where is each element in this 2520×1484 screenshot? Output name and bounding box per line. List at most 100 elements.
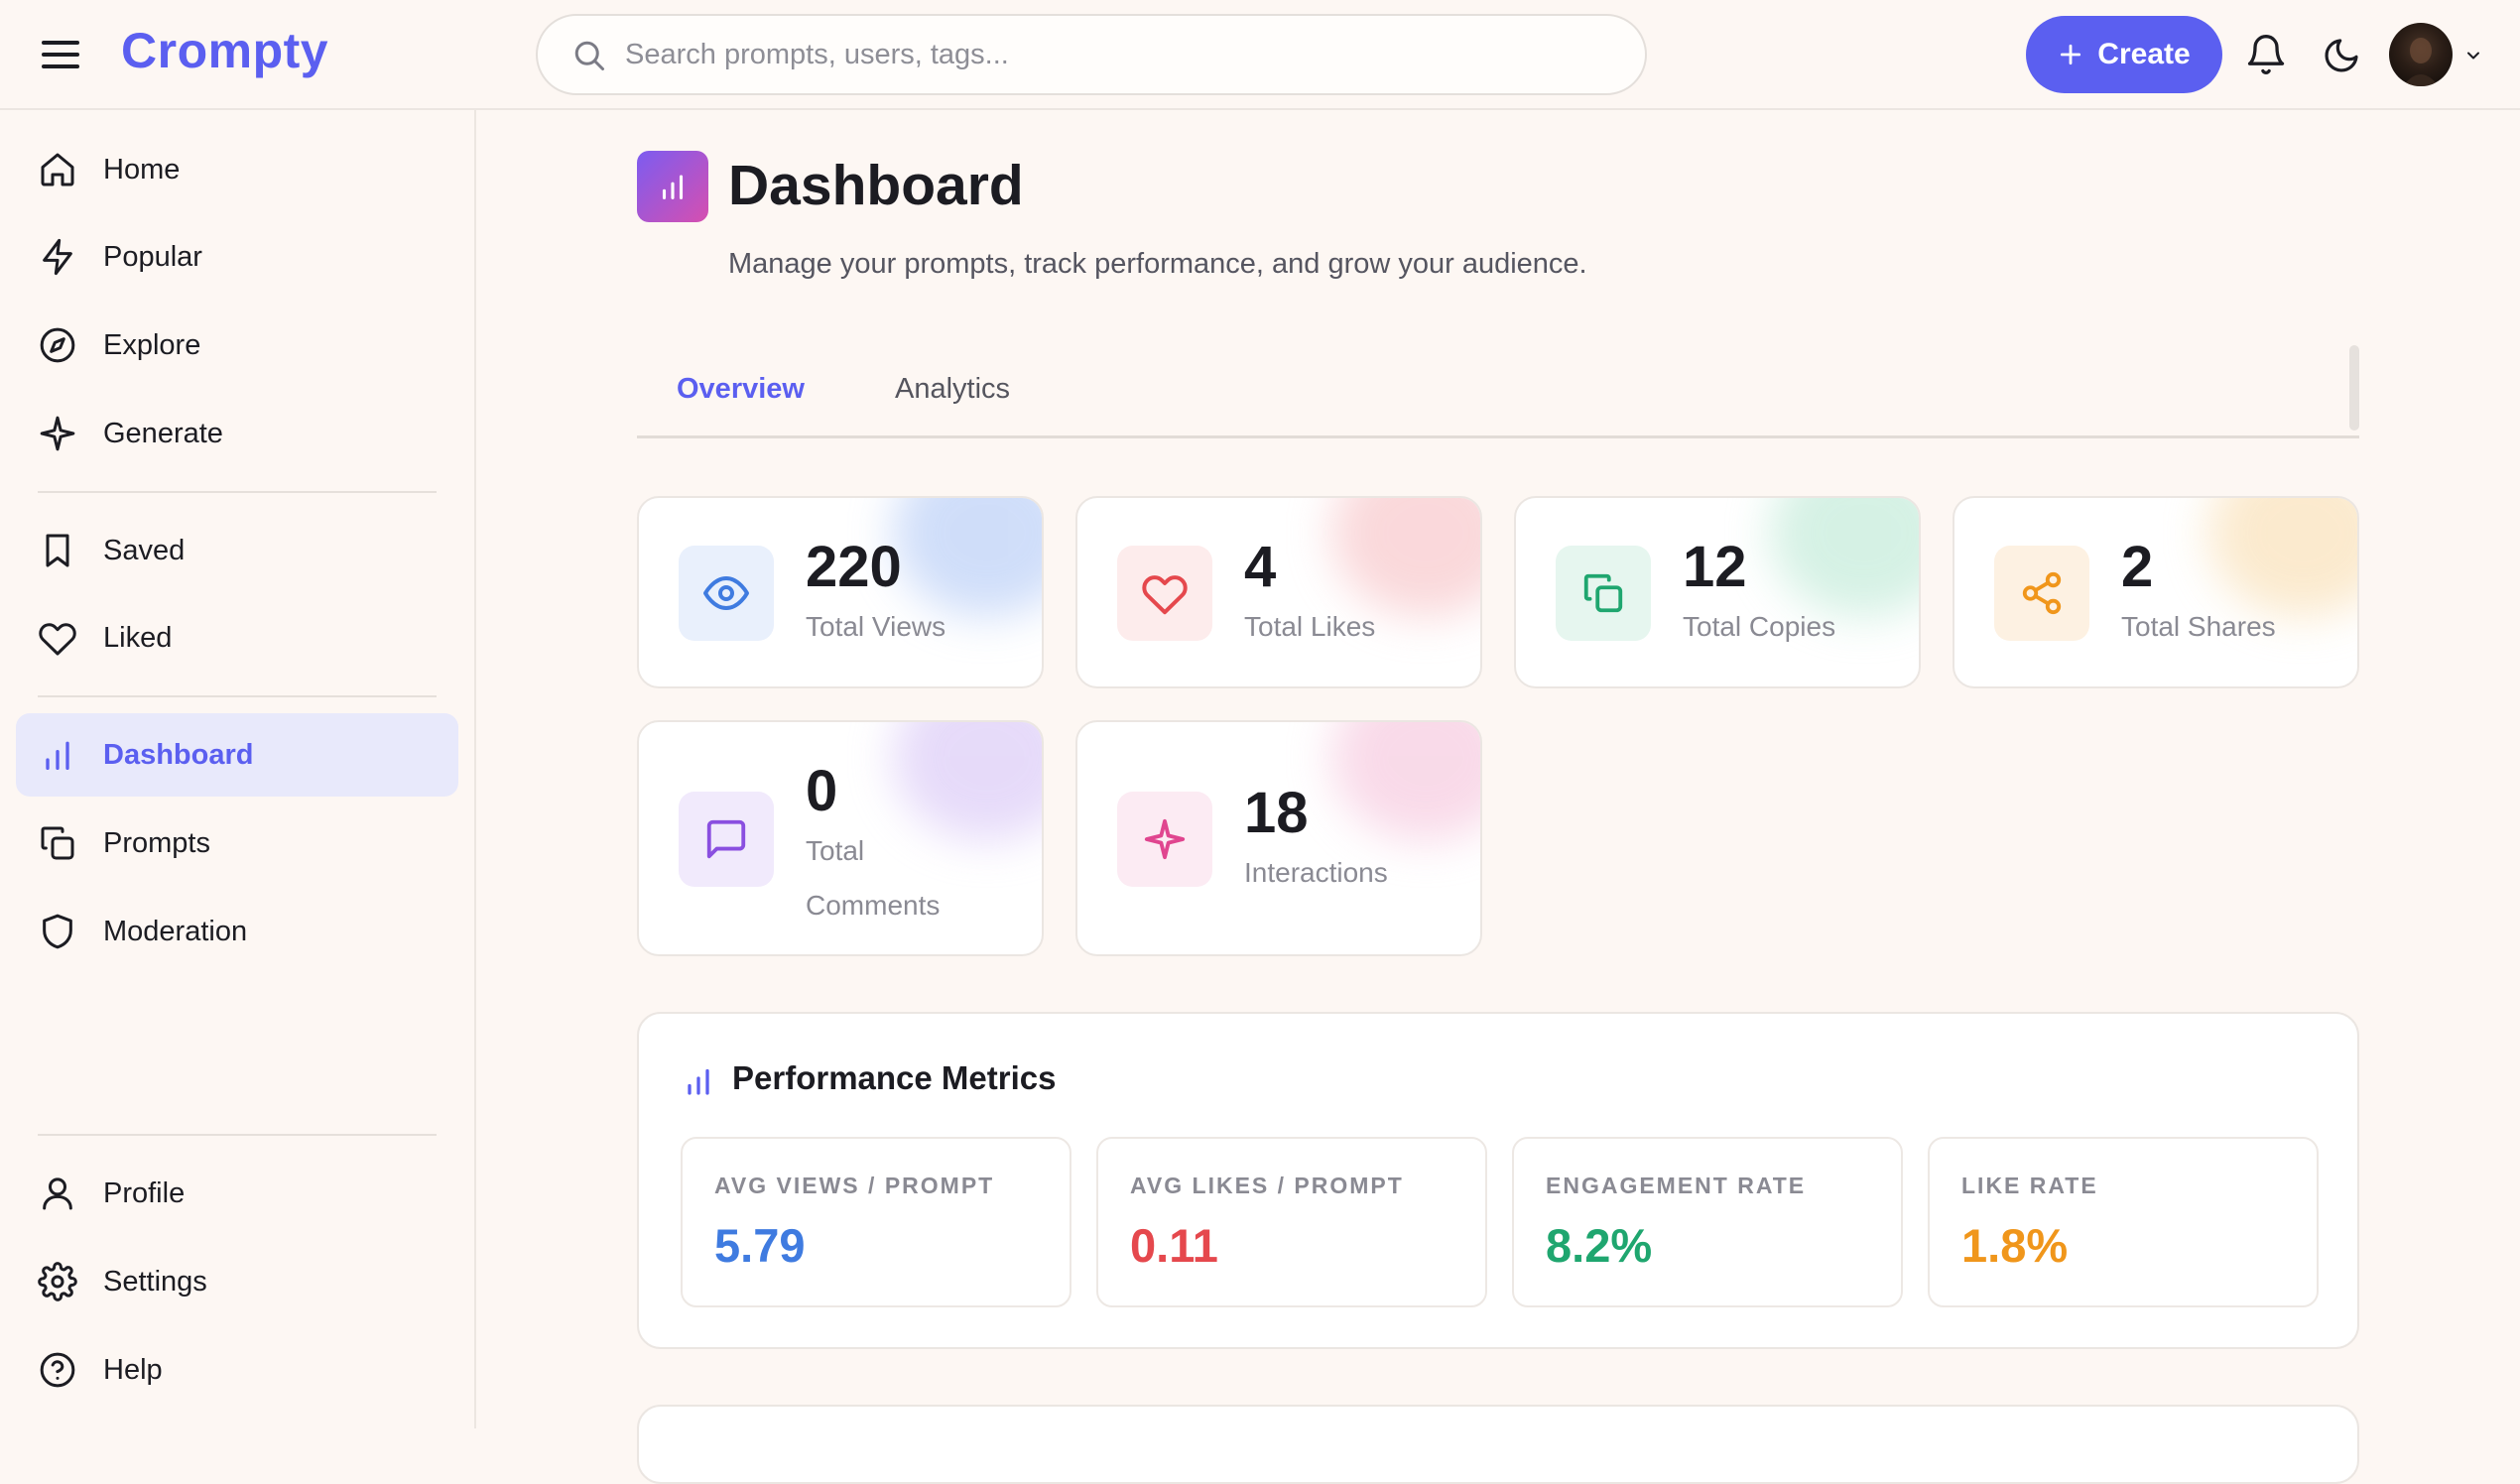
top-bar: Crompty Create — [0, 0, 2520, 110]
copy-icon — [41, 826, 74, 860]
create-button-label: Create — [2097, 38, 2191, 70]
sparkle-icon — [1144, 818, 1186, 860]
notification-bell-icon[interactable] — [2244, 32, 2288, 77]
sidebar-item-label: Home — [103, 153, 181, 186]
sidebar-item-liked[interactable]: Liked — [16, 596, 458, 680]
sidebar-divider — [38, 491, 437, 493]
stat-icon-box — [1117, 546, 1212, 641]
sidebar-item-help[interactable]: Help — [16, 1328, 458, 1412]
tab-bar: Overview Analytics — [637, 345, 2359, 438]
chevron-down-icon[interactable] — [2463, 46, 2483, 65]
sidebar-item-label: Help — [103, 1353, 163, 1386]
lightning-icon — [43, 238, 72, 276]
dark-mode-moon-icon[interactable] — [2322, 36, 2361, 75]
tab-scrollbar[interactable] — [2349, 345, 2359, 431]
next-section-card — [637, 1405, 2359, 1484]
stat-label: Total Likes — [1244, 611, 1376, 642]
sidebar-divider — [38, 1134, 437, 1136]
sidebar-item-label: Explore — [103, 328, 201, 361]
stat-card-likes: 4 Total Likes — [1075, 496, 1482, 688]
sidebar-item-home[interactable]: Home — [16, 128, 458, 211]
metric-avg-views: AVG VIEWS / PROMPT 5.79 — [681, 1137, 1071, 1307]
stat-icon-box — [679, 546, 774, 641]
sidebar: Home Popular Explore Generate Saved Like… — [0, 110, 476, 1428]
app-logo[interactable]: Crompty — [121, 23, 329, 78]
sidebar-item-popular[interactable]: Popular — [16, 215, 458, 299]
sparkle-icon — [40, 416, 75, 451]
sidebar-item-label: Popular — [103, 240, 202, 273]
gear-icon — [38, 1262, 77, 1301]
page-title: Dashboard — [728, 154, 1024, 217]
eye-icon — [703, 576, 749, 610]
search-bar[interactable] — [536, 14, 1647, 95]
bookmark-icon — [46, 534, 69, 567]
heart-icon — [1142, 575, 1188, 615]
sidebar-item-explore[interactable]: Explore — [16, 304, 458, 387]
stat-icon-box — [679, 792, 774, 887]
user-avatar[interactable] — [2389, 23, 2453, 86]
home-icon — [41, 153, 74, 186]
share-icon — [2022, 571, 2062, 615]
bar-chart-icon — [662, 175, 684, 199]
sidebar-item-saved[interactable]: Saved — [16, 509, 458, 592]
sidebar-divider — [38, 695, 437, 697]
metric-label: AVG VIEWS / PROMPT — [714, 1173, 995, 1198]
sidebar-item-profile[interactable]: Profile — [16, 1152, 458, 1235]
stat-card-shares: 2 Total Shares — [1953, 496, 2359, 688]
stat-label: Total Comments — [806, 835, 941, 921]
stat-value: 18 — [1244, 781, 1309, 845]
bar-chart-icon — [688, 1068, 709, 1095]
sidebar-item-prompts[interactable]: Prompts — [16, 802, 458, 885]
heart-icon — [39, 623, 76, 656]
stat-card-comments: 0 Total Comments — [637, 720, 1044, 956]
help-circle-icon — [40, 1352, 75, 1388]
copy-icon — [1583, 573, 1623, 613]
sidebar-item-dashboard[interactable]: Dashboard — [16, 713, 458, 797]
metric-label: LIKE RATE — [1961, 1173, 2098, 1198]
sidebar-item-settings[interactable]: Settings — [16, 1240, 458, 1323]
plus-icon — [2061, 44, 2081, 65]
metric-value: 5.79 — [714, 1219, 806, 1272]
stat-card-interactions: 18 Interactions — [1075, 720, 1482, 956]
tab-overview[interactable]: Overview — [677, 373, 805, 405]
stat-value: 220 — [806, 535, 902, 599]
performance-metrics-card: Performance Metrics AVG VIEWS / PROMPT 5… — [637, 1012, 2359, 1349]
metric-engagement-rate: ENGAGEMENT RATE 8.2% — [1512, 1137, 1903, 1307]
sidebar-item-label: Saved — [103, 534, 186, 566]
sidebar-item-label: Profile — [103, 1176, 186, 1209]
sidebar-item-label: Dashboard — [103, 738, 254, 771]
stat-label: Total Shares — [2121, 611, 2276, 642]
metric-value: 8.2% — [1546, 1219, 1653, 1272]
compass-icon — [40, 327, 75, 363]
metric-avg-likes: AVG LIKES / PROMPT 0.11 — [1096, 1137, 1487, 1307]
page-subtitle: Manage your prompts, track performance, … — [728, 248, 1587, 280]
dashboard-page-icon — [637, 151, 708, 222]
stat-value: 12 — [1683, 535, 1747, 599]
performance-title: Performance Metrics — [732, 1059, 1057, 1096]
sidebar-item-label: Settings — [103, 1265, 207, 1298]
stat-label: Interactions — [1244, 857, 1388, 888]
stat-value: 2 — [2121, 535, 2154, 599]
stat-card-views: 220 Total Views — [637, 496, 1044, 688]
metric-value: 1.8% — [1961, 1219, 2069, 1272]
comment-icon — [706, 819, 746, 859]
stat-label: Total Views — [806, 611, 946, 642]
sidebar-item-label: Liked — [103, 621, 173, 654]
sidebar-item-label: Moderation — [103, 915, 248, 947]
tab-analytics[interactable]: Analytics — [895, 373, 1011, 405]
stat-value: 4 — [1244, 535, 1277, 599]
shield-icon — [43, 914, 72, 949]
metric-value: 0.11 — [1130, 1219, 1218, 1272]
stat-card-copies: 12 Total Copies — [1514, 496, 1921, 688]
sidebar-item-label: Generate — [103, 417, 223, 449]
user-icon — [43, 1177, 72, 1210]
create-button[interactable]: Create — [2026, 16, 2222, 93]
stat-icon-box — [1556, 546, 1651, 641]
search-icon — [574, 41, 604, 70]
metric-like-rate: LIKE RATE 1.8% — [1928, 1137, 2319, 1307]
sidebar-item-generate[interactable]: Generate — [16, 392, 458, 475]
sidebar-item-moderation[interactable]: Moderation — [16, 890, 458, 973]
search-input[interactable] — [625, 30, 1617, 79]
menu-icon[interactable] — [40, 37, 81, 72]
stat-icon-box — [1117, 792, 1212, 887]
